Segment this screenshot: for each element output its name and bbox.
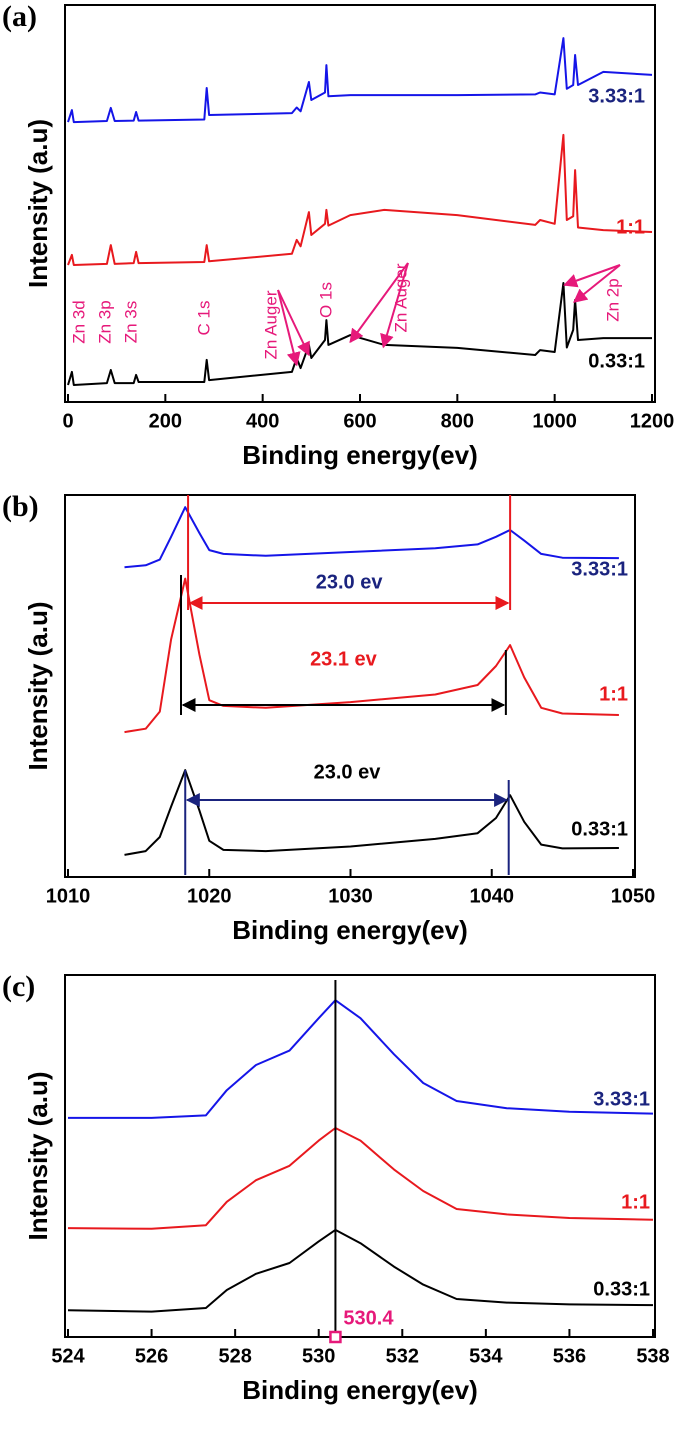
spectrum-line — [67, 133, 653, 266]
x-tick-label: 524 — [51, 1345, 85, 1367]
y-axis-title: Intensity (a.u) — [23, 119, 53, 288]
peak-position-marker — [329, 1330, 342, 1344]
x-axis-title: Binding energy(ev) — [242, 440, 477, 470]
series-label: 0.33:1 — [571, 818, 628, 840]
panel-label: (c) — [2, 970, 35, 1003]
spectrum-line — [67, 282, 652, 386]
x-tick-label: 1200 — [630, 410, 675, 432]
series-label: 1:1 — [621, 1191, 650, 1213]
peak-annotation: C 1s — [194, 301, 213, 336]
annotation-arrow — [349, 262, 409, 344]
annotation-arrow — [277, 289, 301, 367]
x-tick-label: 1020 — [187, 885, 232, 907]
y-axis-title: Intensity (a.u) — [23, 1071, 53, 1240]
x-tick-label: 1010 — [46, 885, 91, 907]
x-tick-label: 534 — [469, 1345, 503, 1367]
separation-label: 23.0 ev — [314, 761, 382, 783]
panel-label: (b) — [2, 490, 39, 523]
spectrum-line — [68, 999, 654, 1119]
peak-annotation: Zn 3d — [69, 300, 88, 343]
peak-annotation: O 1s — [316, 282, 335, 318]
annotation-arrow — [277, 289, 310, 357]
series-label: 1:1 — [599, 683, 628, 705]
series-label: 3.33:1 — [588, 85, 645, 107]
panel-label: (a) — [2, 0, 37, 33]
x-tick-label: 400 — [246, 410, 279, 432]
separation-label: 23.1 ev — [310, 648, 378, 670]
peak-annotation: Zn 2p — [603, 278, 622, 321]
x-tick-label: 1040 — [470, 885, 515, 907]
series-label: 1:1 — [616, 216, 645, 238]
x-axis-title: Binding energy(ev) — [232, 915, 467, 945]
spectrum-line — [67, 1228, 654, 1313]
x-tick-label: 526 — [135, 1345, 168, 1367]
x-tick-label: 530 — [302, 1345, 335, 1367]
plot-frame — [64, 974, 656, 1338]
peak-annotation: Zn Auger — [261, 290, 280, 359]
spectrum-line — [124, 506, 619, 569]
x-tick-label: 536 — [553, 1345, 586, 1367]
x-axis-title: Binding energy(ev) — [242, 1375, 477, 1405]
y-axis-title: Intensity (a.u) — [23, 601, 53, 770]
annotation-arrow — [573, 264, 621, 303]
peak-annotation: Zn 3s — [121, 301, 140, 344]
x-tick-label: 1000 — [532, 410, 577, 432]
annotation-arrow — [563, 264, 621, 288]
series-label: 3.33:1 — [571, 558, 628, 580]
spectrum-line — [67, 1127, 654, 1230]
x-tick-label: 800 — [441, 410, 474, 432]
series-label: 3.33:1 — [593, 1088, 650, 1110]
x-tick-label: 532 — [386, 1345, 419, 1367]
annotation-arrow — [380, 262, 409, 349]
x-tick-label: 600 — [343, 410, 376, 432]
x-tick-label: 200 — [149, 410, 182, 432]
x-tick-label: 528 — [218, 1345, 251, 1367]
series-label: 0.33:1 — [588, 350, 645, 372]
series-label: 0.33:1 — [593, 1278, 650, 1300]
x-tick-label: 0 — [62, 410, 73, 432]
spectrum-line — [67, 37, 653, 124]
separation-label: 23.0 ev — [316, 571, 384, 593]
peak-position-label: 530.4 — [343, 1307, 394, 1329]
spectrum-line — [124, 769, 619, 856]
x-tick-label: 1030 — [328, 885, 373, 907]
x-tick-label: 1050 — [611, 885, 656, 907]
peak-annotation: Zn 3p — [95, 300, 114, 343]
x-tick-label: 538 — [636, 1345, 669, 1367]
